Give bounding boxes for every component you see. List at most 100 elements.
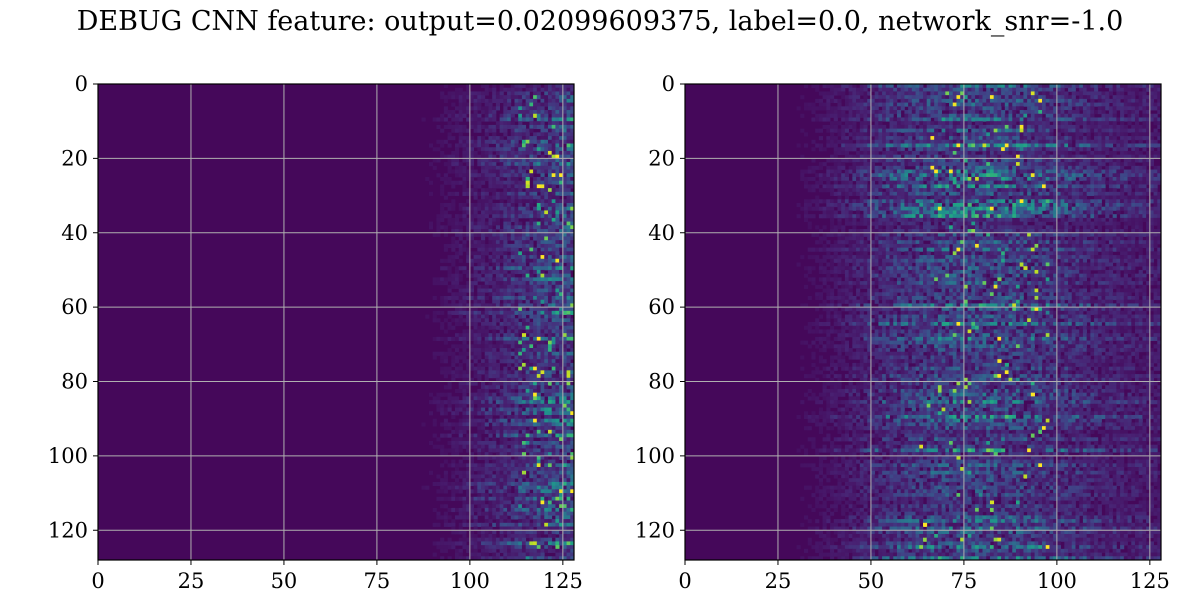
heatmap-cell xyxy=(469,136,474,141)
heatmap-cell xyxy=(529,411,534,416)
heatmap-cell xyxy=(469,176,474,182)
heatmap-cell xyxy=(477,128,482,133)
heatmap-cell xyxy=(436,232,441,237)
heatmap-cell xyxy=(562,426,567,431)
heatmap-cell xyxy=(421,117,426,122)
heatmap-cell xyxy=(503,452,508,457)
heatmap-cell xyxy=(570,225,574,230)
heatmap-cell xyxy=(484,251,489,256)
heatmap-cell xyxy=(525,366,530,371)
heatmap-cell xyxy=(874,128,879,133)
heatmap-cell xyxy=(1049,84,1054,89)
heatmap-cell xyxy=(570,124,574,130)
heatmap-cell xyxy=(889,113,894,118)
heatmap-cell xyxy=(455,548,460,553)
heatmap-cell xyxy=(510,340,515,345)
heatmap-cell xyxy=(551,173,556,178)
heatmap-cell xyxy=(544,441,549,446)
heatmap-cell xyxy=(473,273,478,278)
heatmap-cell xyxy=(559,322,564,327)
heatmap-cell xyxy=(529,262,534,267)
heatmap-cell xyxy=(562,284,567,289)
heatmap-cell xyxy=(477,255,482,260)
heatmap-cell xyxy=(533,515,538,520)
heatmap-cell xyxy=(466,322,471,327)
heatmap-cell xyxy=(451,128,456,133)
heatmap-cell xyxy=(529,400,534,405)
heatmap-cell xyxy=(473,295,478,301)
heatmap-cell xyxy=(533,113,538,118)
heatmap-cell xyxy=(533,374,538,379)
heatmap-cell xyxy=(473,206,478,211)
heatmap-cell xyxy=(559,336,564,341)
heatmap-cell xyxy=(510,400,515,405)
heatmap-cell xyxy=(544,169,549,174)
heatmap-cell xyxy=(469,377,474,382)
heatmap-cell xyxy=(908,117,913,122)
heatmap-cell xyxy=(525,533,530,539)
heatmap-cell xyxy=(484,545,489,550)
heatmap-cell xyxy=(462,158,467,163)
heatmap-cell xyxy=(492,98,497,103)
heatmap-cell xyxy=(432,396,437,401)
heatmap-cell xyxy=(1001,87,1006,92)
heatmap-cell xyxy=(469,537,474,542)
heatmap-cell xyxy=(815,98,820,103)
heatmap-cell xyxy=(477,452,482,457)
heatmap-cell xyxy=(540,400,545,405)
heatmap-cell xyxy=(1004,121,1009,126)
heatmap-cell xyxy=(469,143,474,148)
heatmap-cell xyxy=(469,162,474,167)
heatmap-cell xyxy=(874,98,879,103)
heatmap-cell xyxy=(466,136,471,141)
heatmap-cell xyxy=(1153,87,1158,92)
heatmap-cell xyxy=(521,314,527,319)
heatmap-cell xyxy=(492,236,497,241)
heatmap-cell xyxy=(559,400,564,405)
heatmap-cell xyxy=(533,229,538,234)
heatmap-cell xyxy=(503,277,508,282)
heatmap-cell xyxy=(1075,91,1080,96)
heatmap-cell xyxy=(518,150,523,156)
heatmap-cell xyxy=(462,392,467,397)
heatmap-cell xyxy=(488,526,493,531)
heatmap-cell xyxy=(566,87,571,92)
heatmap-cell xyxy=(540,295,545,301)
heatmap-cell xyxy=(1071,102,1076,107)
heatmap-cell xyxy=(978,98,983,103)
heatmap-cell xyxy=(499,418,504,423)
heatmap-cell xyxy=(544,150,549,156)
heatmap-cell xyxy=(551,169,556,174)
heatmap-cell xyxy=(547,459,553,464)
heatmap-cell xyxy=(492,139,497,144)
heatmap-cell xyxy=(915,87,920,92)
heatmap-cell xyxy=(499,124,504,130)
heatmap-cell xyxy=(551,444,556,449)
heatmap-cell xyxy=(518,84,523,89)
heatmap-cell xyxy=(555,478,560,483)
heatmap-cell xyxy=(514,400,519,405)
heatmap-cell xyxy=(551,98,556,103)
heatmap-cell xyxy=(495,474,501,479)
heatmap-cell xyxy=(960,113,965,118)
heatmap-cell xyxy=(533,139,538,144)
heatmap-cell xyxy=(559,110,564,115)
heatmap-cell xyxy=(458,362,463,368)
heatmap-cell xyxy=(570,344,574,349)
heatmap-cell xyxy=(1116,124,1121,130)
heatmap-cell xyxy=(507,277,512,282)
heatmap-cell xyxy=(547,95,553,100)
heatmap-cell xyxy=(440,545,445,550)
heatmap-cell xyxy=(1094,110,1099,115)
heatmap-cell xyxy=(551,307,556,312)
heatmap-cell xyxy=(982,110,987,115)
heatmap-cell xyxy=(533,381,538,386)
heatmap-cell xyxy=(1094,117,1099,122)
heatmap-cell xyxy=(525,128,530,133)
heatmap-cell xyxy=(986,110,991,115)
heatmap-cell xyxy=(488,150,493,156)
heatmap-cell xyxy=(566,191,571,196)
heatmap-cell xyxy=(993,121,998,126)
heatmap-cell xyxy=(436,173,441,178)
heatmap-cell xyxy=(547,225,553,230)
